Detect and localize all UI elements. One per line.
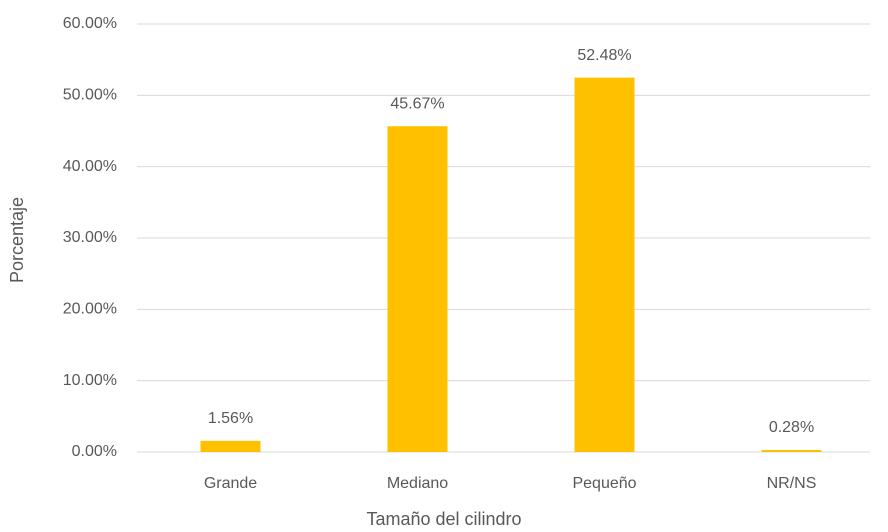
y-tick-label: 0.00% [72, 443, 117, 460]
y-axis-title: Porcentaje [7, 197, 27, 283]
data-label: 0.28% [769, 419, 814, 436]
data-label: 1.56% [208, 410, 253, 427]
x-tick-label: Mediano [387, 475, 448, 492]
x-tick-label: NR/NS [767, 475, 817, 492]
x-axis-title: Tamaño del cilindro [366, 509, 521, 529]
x-tick-label: Grande [204, 475, 257, 492]
bar [761, 450, 822, 452]
y-tick-label: 40.00% [63, 158, 117, 175]
bar [387, 126, 448, 452]
bar [200, 440, 261, 452]
y-tick-label: 30.00% [63, 229, 117, 246]
y-tick-label: 20.00% [63, 301, 117, 318]
y-tick-label: 10.00% [63, 372, 117, 389]
bar [574, 77, 635, 452]
x-tick-label: Pequeño [572, 475, 636, 492]
y-tick-label: 50.00% [63, 87, 117, 104]
data-label: 52.48% [577, 47, 631, 64]
data-label: 45.67% [390, 95, 444, 112]
y-tick-label: 60.00% [63, 15, 117, 32]
